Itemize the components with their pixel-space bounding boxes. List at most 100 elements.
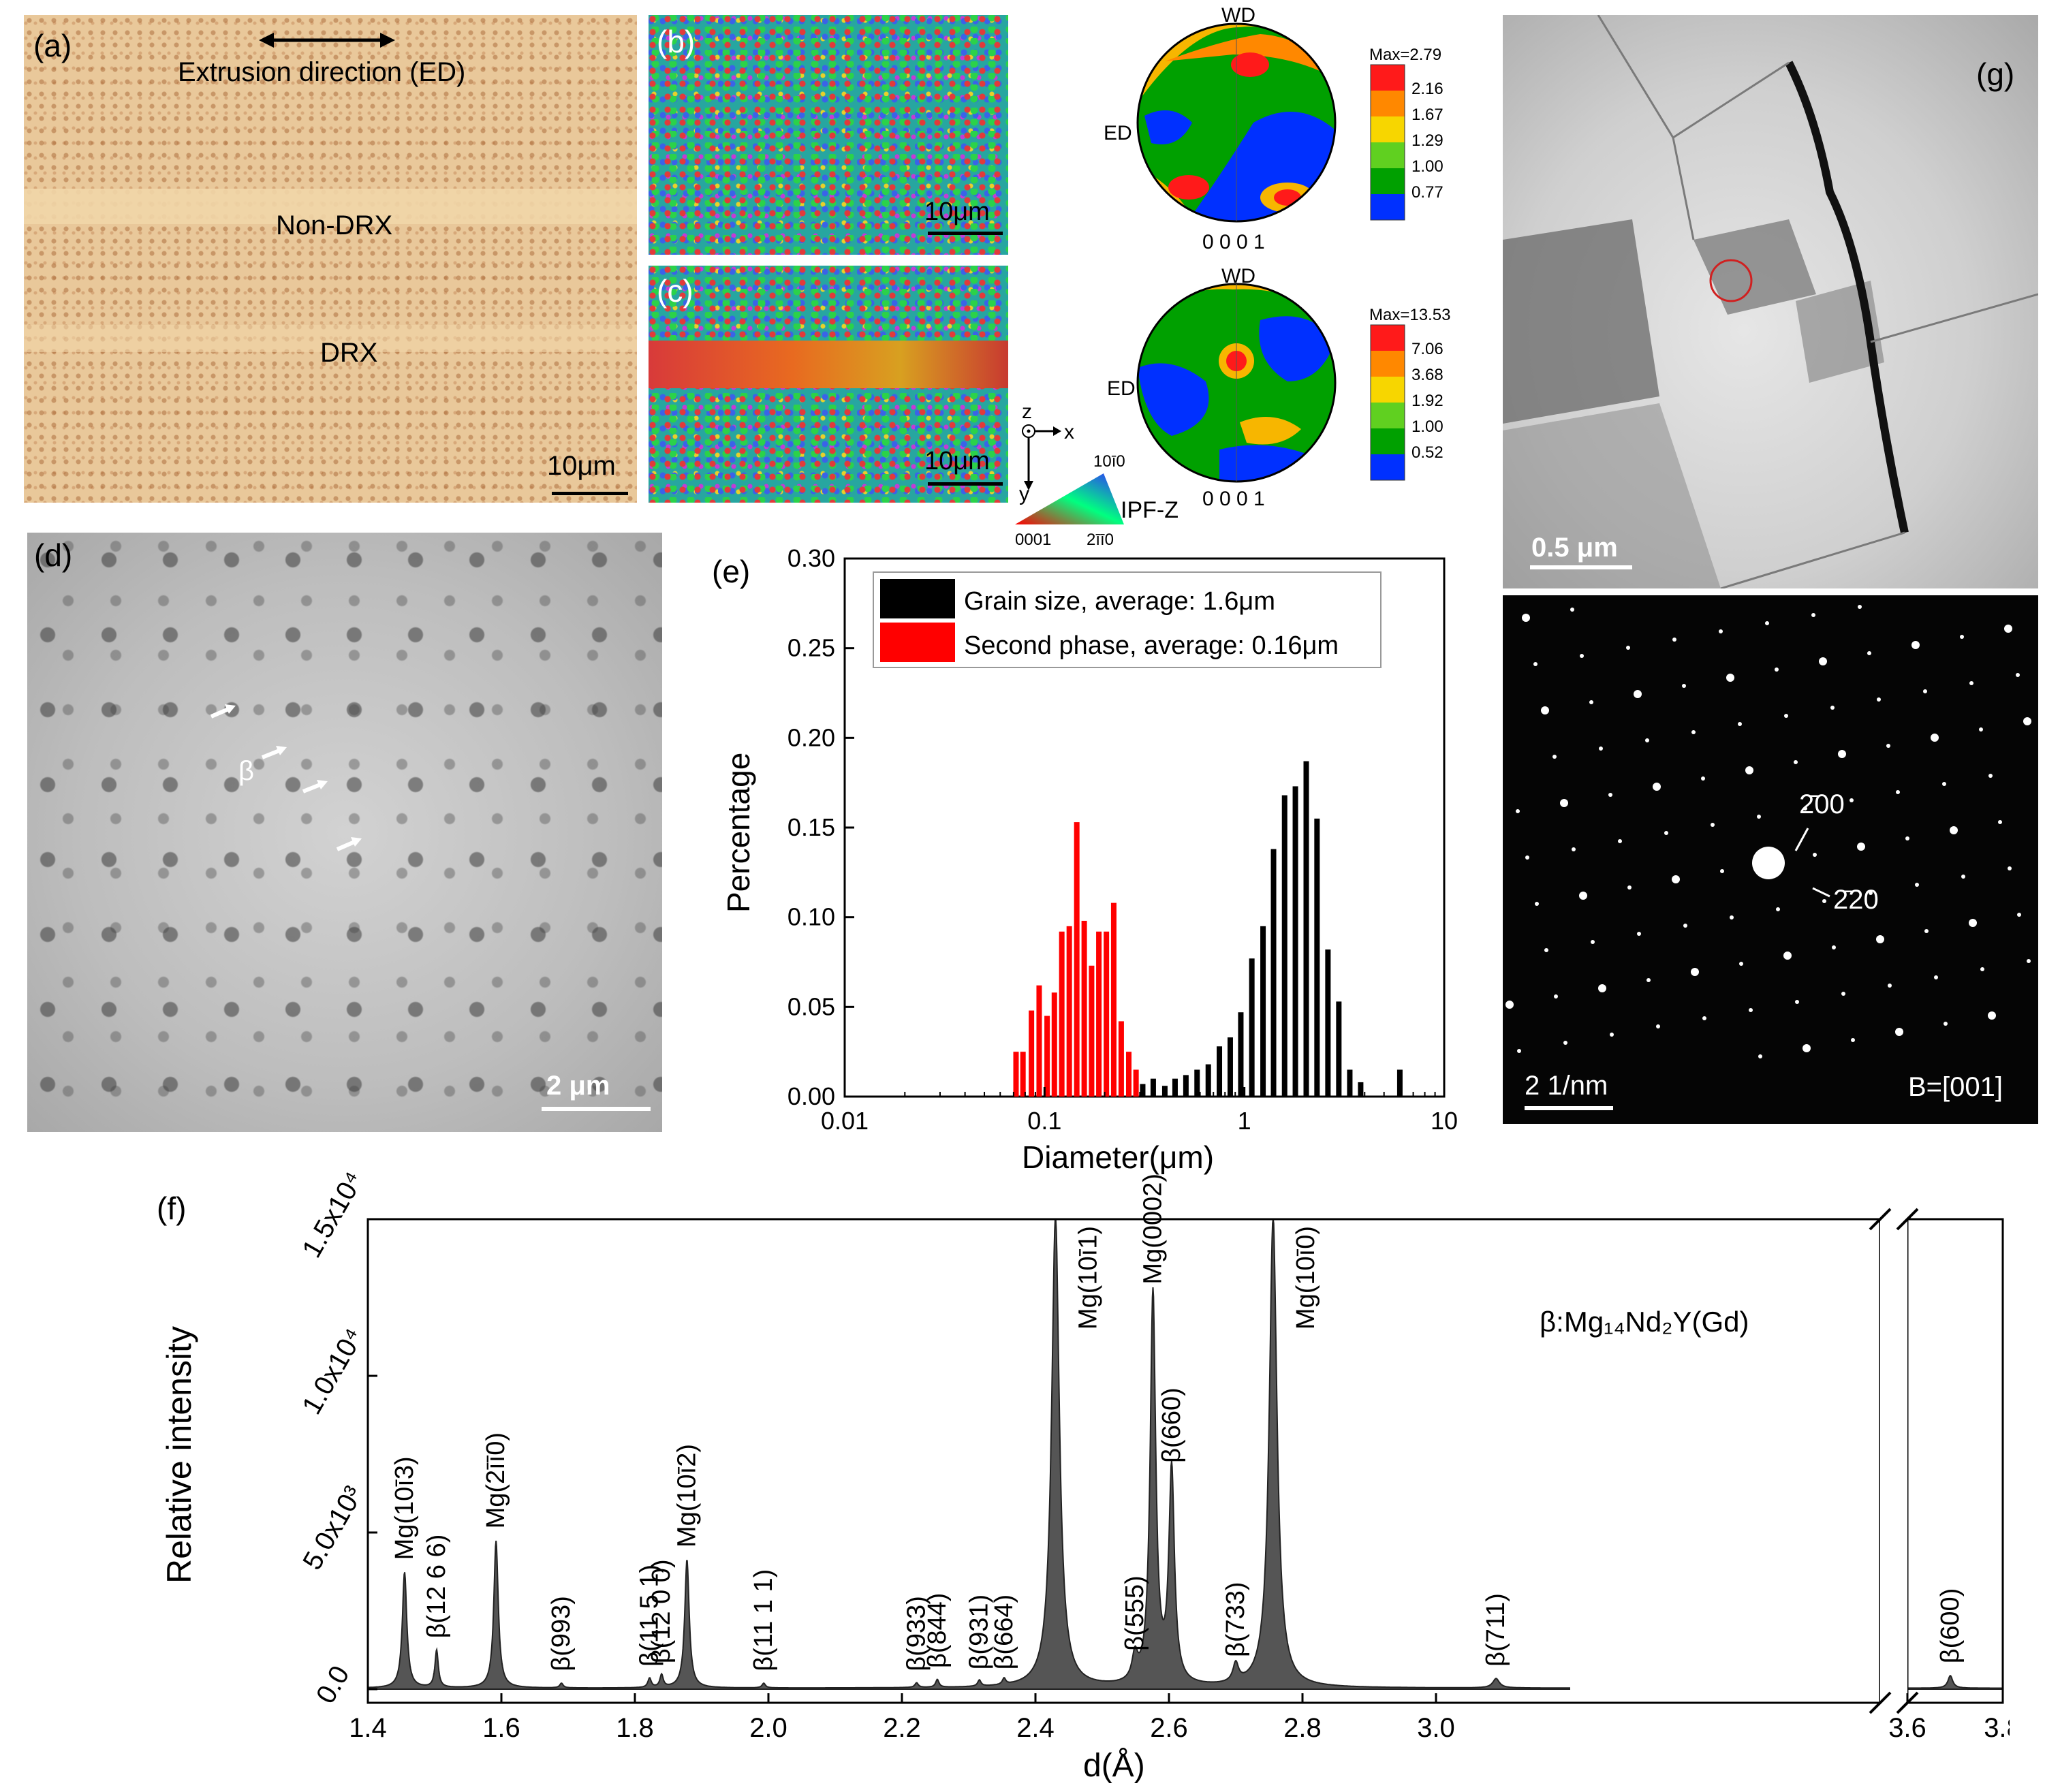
diffraction-spot: [1867, 651, 1871, 655]
scale1-max: Max=2.79: [1369, 46, 1441, 64]
diffraction-spot: [1533, 662, 1538, 666]
scale1-level-5: 0.77: [1411, 183, 1443, 202]
peak-label: Mg(0002): [1138, 1174, 1167, 1285]
ipf-top-label: 10ī0: [1093, 452, 1125, 471]
second-phase-bar: [1110, 902, 1117, 1097]
diffraction-spot: [2017, 913, 2021, 917]
diffraction-spot: [1783, 952, 1792, 960]
scale2-max: Max=13.53: [1369, 306, 1450, 324]
peak-label: Mg(10ī1): [1074, 1226, 1102, 1330]
diffraction-spot: [1683, 924, 1687, 928]
second-phase-bar: [1118, 1021, 1124, 1097]
legend-swatch-second: [880, 623, 955, 662]
diffraction-spot: [1554, 994, 1558, 999]
peak-label: β(12 6 6): [422, 1535, 451, 1639]
diffraction-spot: [1988, 774, 1993, 778]
diffraction-spot: [2008, 866, 2012, 870]
grain-size-bar: [1347, 1069, 1353, 1097]
peak-label: β(11 5 1): [636, 1565, 664, 1667]
f-x-tick-label: 2.8: [1283, 1713, 1322, 1743]
ipf-legend: 10ī0 0001 2īī0 IPF-Z z x y: [1015, 400, 1179, 549]
second-phase-bar: [1133, 1069, 1139, 1097]
scale-label-a: 10μm: [547, 451, 616, 481]
diffraction-spot: [1998, 820, 2002, 824]
diffraction-spot: [1923, 689, 1927, 693]
diffraction-spot: [1896, 790, 1900, 794]
diffraction-spot: [1589, 700, 1593, 704]
peak-label: β(844): [923, 1593, 952, 1669]
axis-z-label: z: [1022, 400, 1032, 423]
diffraction-spot: [1813, 853, 1817, 857]
f-legend-title: β:Mg₁₄Nd₂Y(Gd): [1540, 1306, 1749, 1338]
second-phase-bar: [1029, 1010, 1035, 1097]
grain-size-bar: [1161, 1086, 1168, 1097]
diffraction-spot: [1535, 902, 1539, 906]
diffraction-spot: [1634, 690, 1642, 698]
grain-size-bar: [1238, 1012, 1244, 1097]
second-phase-bar: [1066, 926, 1072, 1097]
second-phase-bar: [1081, 920, 1087, 1097]
f-x-tick-label: 1.6: [482, 1713, 520, 1743]
diffraction-spot: [1730, 915, 1734, 919]
grain-size-bar: [1270, 849, 1277, 1097]
diffraction-spot: [1664, 831, 1668, 835]
diffraction-spot: [1758, 1054, 1762, 1058]
grain-size-histogram: 0.01 0.1 1 10 0.000.050.100.150.200.250.30 …: [712, 544, 1458, 1175]
peak-label: β(711): [1482, 1593, 1510, 1667]
diffraction-spot: [1838, 750, 1846, 758]
diffraction-spot: [1580, 654, 1584, 658]
diffraction-spot: [1830, 706, 1835, 710]
scale-bar-d: [542, 1107, 651, 1111]
diffraction-spot: [1905, 836, 1909, 840]
peak-label: β(664): [990, 1594, 1018, 1670]
diffraction-spot: [1719, 629, 1723, 633]
grain-size-bar: [1358, 1082, 1364, 1097]
diffraction-spot: [1627, 885, 1632, 890]
diffraction-spot: [1525, 855, 1529, 860]
diffraction-spot: [1608, 793, 1612, 797]
diffraction-spot: [1720, 869, 1724, 873]
second-phase-bar: [1059, 931, 1065, 1097]
zone-axis-label: B=[001]: [1908, 1072, 2003, 1102]
legend-e: Grain size, average: 1.6μm Second phase,…: [873, 571, 1382, 668]
diffraction-spot: [1702, 1016, 1706, 1020]
saed-pattern: 2̄00 2̄20 2 1/nm B=[001]: [1503, 595, 2038, 1124]
grain-size-bar: [1172, 1078, 1178, 1097]
diffraction-spot: [1563, 1041, 1567, 1045]
panel-label-e: (e): [712, 554, 750, 589]
peak-label: β(555): [1121, 1575, 1149, 1651]
peak-label: β(933): [903, 1596, 931, 1671]
diffraction-spot: [1775, 667, 1779, 672]
e-y-tick-label: 0.05: [787, 992, 835, 1020]
pf2-bottom-label: 0 0 0 1: [1202, 488, 1265, 510]
peak-label: Mg(2īī0): [482, 1432, 510, 1528]
diffraction-spot: [1950, 826, 1958, 834]
diffraction-spot: [1745, 766, 1753, 774]
peak-label: Mg(10ī2): [672, 1444, 701, 1547]
diffraction-spot: [1960, 635, 1964, 639]
panel-label-a: (a): [33, 28, 72, 63]
diffraction-spot: [1803, 806, 1807, 811]
diffraction-spot: [1969, 919, 1977, 927]
diffraction-spot: [1776, 907, 1780, 911]
diffraction-spot: [1672, 638, 1676, 642]
diffraction-spot: [1653, 783, 1661, 791]
second-phase-bar: [1020, 1052, 1026, 1097]
spot-label-200: 2̄00: [1799, 789, 1845, 819]
diffraction-spot: [1944, 1022, 1948, 1026]
pf2-wd-label: WD: [1221, 265, 1255, 287]
pf1-ed-label: ED: [1104, 122, 1132, 144]
grain-size-bar: [1150, 1078, 1156, 1097]
scale-label-b: 10μm: [924, 198, 990, 226]
e-y-tick-label: 0.10: [787, 903, 835, 931]
diffraction-spot: [1570, 608, 1574, 612]
diffraction-spot: [1544, 948, 1548, 952]
e-x-tick-label: 0.1: [1027, 1107, 1061, 1135]
diffraction-spot: [1888, 984, 1892, 988]
e-y-tick-label: 0.20: [787, 723, 835, 751]
grain-size-bar: [1292, 786, 1298, 1097]
scale-label-c: 10μm: [924, 447, 990, 475]
diffraction-spot: [1851, 1038, 1855, 1042]
scale-bar-g: [1530, 565, 1632, 569]
saed-scale-label: 2 1/nm: [1525, 1071, 1608, 1101]
